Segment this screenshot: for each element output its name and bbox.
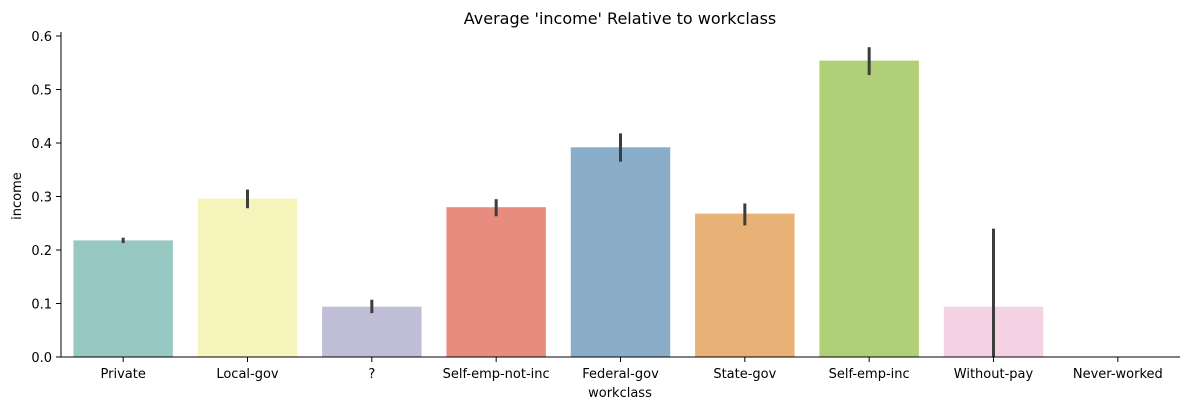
bar-5 [695,213,795,357]
y-tick-label: 0.0 [31,351,52,366]
bar-6 [819,60,919,358]
bars-group [73,60,1044,358]
bar-1 [197,198,298,357]
y-tick-label: 0.5 [31,84,52,99]
error-bars-group [121,47,995,357]
y-tick-label: 0.6 [31,30,52,45]
x-ticks-group: Private Local-gov? Self-emp-not-inc Federal… [101,357,1163,382]
y-tick-label: 0.2 [31,244,52,259]
x-tick-label: Private [101,367,146,382]
y-tick-label: 0.4 [31,137,52,152]
bar-2 [322,306,422,357]
y-ticks-group: 0.0 0.1 0.2 0.3 0.4 0.5 0.6 [31,30,61,366]
x-tick-label: Self-emp-not-inc [443,367,550,382]
x-tick-label: Never-worked [1073,367,1163,382]
x-axis-label: workclass [588,386,652,401]
bar-4 [570,147,671,357]
y-axis-label: income [10,172,25,220]
x-tick-label: State-gov [713,367,776,382]
chart-title: Average 'income' Relative to workclass [464,9,776,28]
y-tick-label: 0.3 [31,191,52,206]
bar-0 [73,240,173,357]
x-tick-label: Local-gov [216,367,279,382]
x-tick-label: Federal-gov [582,367,659,382]
x-tick-label: Self-emp-inc [829,367,910,382]
x-tick-label: ? [368,367,375,382]
bar-3 [446,207,546,357]
x-tick-label: Without-pay [954,367,1034,382]
y-tick-label: 0.1 [31,298,52,313]
